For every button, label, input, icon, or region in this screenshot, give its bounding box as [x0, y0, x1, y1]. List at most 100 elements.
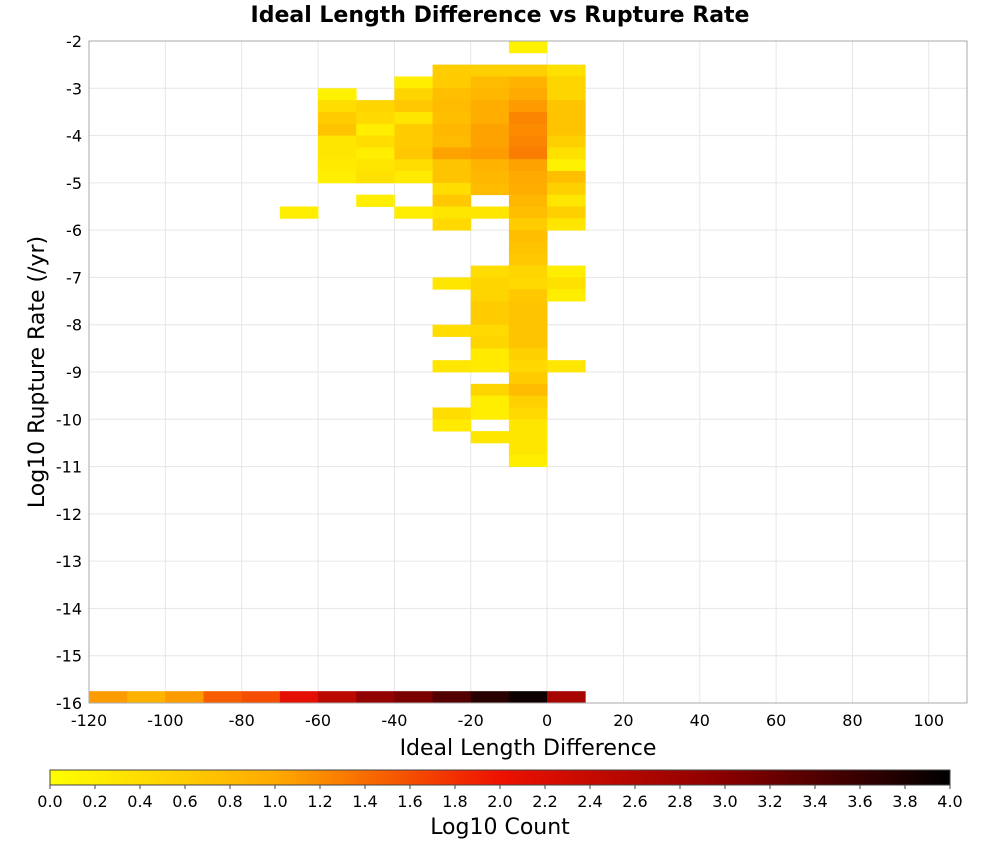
- heatmap-cell: [356, 194, 395, 207]
- heatmap-cell: [508, 100, 548, 113]
- heatmap-cell: [470, 407, 510, 420]
- heatmap-cell: [432, 277, 472, 290]
- colorbar-tick-label: 2.2: [532, 792, 557, 811]
- heatmap-cell: [356, 171, 395, 184]
- heatmap-cell: [432, 123, 472, 136]
- heatmap-cell: [470, 123, 510, 136]
- heatmap-cell: [165, 691, 204, 704]
- heatmap-cell: [547, 64, 586, 77]
- heatmap-cell: [241, 691, 281, 704]
- colorbar-tick-label: 1.0: [262, 792, 287, 811]
- heatmap-cell: [394, 171, 433, 184]
- heatmap-cell: [432, 407, 472, 420]
- heatmap-cell: [356, 100, 395, 113]
- heatmap-cell: [470, 691, 510, 704]
- heatmap-cell: [432, 360, 472, 373]
- colorbar-tick-label: 2.8: [667, 792, 692, 811]
- heatmap-cell: [547, 194, 586, 207]
- heatmap-cell: [508, 383, 548, 397]
- heatmap-cell: [470, 265, 510, 278]
- heatmap-cell: [508, 360, 548, 373]
- y-tick-label: -13: [56, 552, 82, 571]
- colorbar-tick-label: 1.2: [307, 792, 332, 811]
- heatmap-cell: [508, 419, 548, 432]
- heatmap-cell: [508, 111, 548, 125]
- heatmap-cell: [547, 206, 586, 219]
- colorbar-tick-label: 0.6: [172, 792, 197, 811]
- colorbar-label: Log10 Count: [430, 815, 570, 840]
- y-tick-label: -9: [66, 363, 82, 382]
- heatmap-cell: [508, 348, 548, 361]
- heatmap-cell: [432, 206, 472, 219]
- heatmap-cell: [318, 159, 357, 172]
- heatmap-cell: [318, 147, 357, 160]
- colorbar-tick-label: 1.8: [442, 792, 467, 811]
- heatmap-cell: [508, 431, 548, 444]
- x-tick-label: -80: [229, 711, 255, 730]
- heatmap-cell: [547, 111, 586, 125]
- heatmap-cell: [470, 111, 510, 125]
- heatmap-cell: [432, 171, 472, 184]
- y-tick-label: -7: [66, 268, 82, 287]
- heatmap-cell: [508, 218, 548, 231]
- heatmap-cell: [470, 395, 510, 408]
- heatmap-cell: [508, 41, 548, 54]
- heatmap-cell: [394, 135, 433, 148]
- heatmap-cells: [89, 41, 586, 704]
- x-tick-label: 20: [613, 711, 633, 730]
- heatmap-cell: [547, 182, 586, 196]
- heatmap-cell: [432, 111, 472, 125]
- y-tick-label: -14: [56, 599, 82, 618]
- heatmap-cell: [318, 88, 357, 101]
- heatmap-cell: [508, 194, 548, 207]
- heatmap-cell: [547, 76, 586, 89]
- heatmap-cell: [470, 100, 510, 113]
- colorbar-tick-label: 3.4: [802, 792, 827, 811]
- heatmap-cell: [508, 182, 548, 196]
- colorbar-tick-label: 2.6: [622, 792, 647, 811]
- heatmap-cell: [547, 691, 586, 704]
- heatmap-cell: [508, 76, 548, 89]
- colorbar-tick-label: 0.8: [217, 792, 242, 811]
- heatmap-cell: [470, 171, 510, 184]
- x-tick-label: 60: [766, 711, 786, 730]
- heatmap-cell: [432, 159, 472, 172]
- heatmap-cell: [394, 100, 433, 113]
- x-axis-ticks: -120 -100 -80 -60 -40 -20 0 20 40 60 80 100: [71, 711, 944, 730]
- heatmap-cell: [508, 206, 548, 219]
- heatmap-cell: [470, 336, 510, 349]
- heatmap-cell: [432, 324, 472, 337]
- heatmap-cell: [470, 206, 510, 219]
- heatmap-cell: [508, 123, 548, 136]
- heatmap-cell: [470, 147, 510, 160]
- heatmap-cell: [508, 253, 548, 267]
- y-tick-label: -16: [56, 694, 82, 713]
- y-axis-ticks: -2 -3 -4 -5 -6 -7 -8 -9 -10 -11 -12 -13 -14 -15 -16: [56, 32, 82, 713]
- heatmap-cell: [89, 691, 128, 704]
- heatmap-cell: [508, 691, 548, 704]
- plot-frame: [88, 40, 968, 704]
- heatmap-cell: [432, 194, 472, 207]
- heatmap-cell: [356, 147, 395, 160]
- colorbar: [49, 769, 951, 786]
- heatmap-cell: [470, 76, 510, 89]
- heatmap-cell: [279, 206, 319, 219]
- colorbar-tick-label: 3.8: [892, 792, 917, 811]
- heatmap-cell: [394, 147, 433, 160]
- heatmap-cell: [508, 372, 548, 385]
- heatmap-cell: [432, 64, 472, 77]
- colorbar-tick-label: 1.6: [397, 792, 422, 811]
- heatmap-cell: [470, 360, 510, 373]
- heatmap-cell: [547, 100, 586, 113]
- chart-title: Ideal Length Difference vs Rupture Rate: [251, 3, 750, 28]
- heatmap-cell: [470, 277, 510, 290]
- heatmap-cell: [508, 135, 548, 148]
- heatmap-cell: [508, 64, 548, 77]
- heatmap-cell: [470, 64, 510, 77]
- heatmap-cell: [318, 135, 357, 148]
- heatmap-cell: [547, 360, 586, 373]
- heatmap-cell: [508, 147, 548, 160]
- heatmap-cell: [547, 135, 586, 148]
- heatmap-cell: [508, 265, 548, 278]
- heatmap-cell: [508, 301, 548, 314]
